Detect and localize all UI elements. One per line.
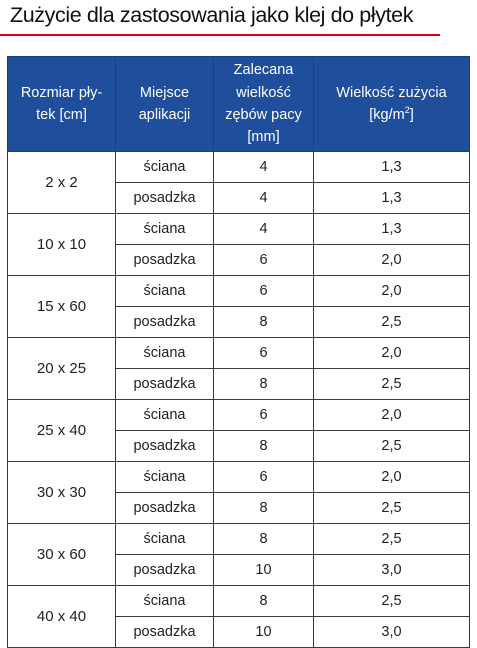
table-row: posadzka 8 2,5: [8, 430, 470, 462]
usage-cell: 2,0: [313, 275, 470, 307]
usage-cell: 1,3: [313, 182, 470, 214]
table-row: 20 x 25 ściana 6 2,0: [7, 337, 470, 400]
header-usage: Wielkość zużycia [kg/m2]: [313, 56, 470, 152]
header-trowel: Zalecana wielkość zębów pacy [mm]: [213, 56, 314, 152]
header-size: Rozmiar pły-tek [cm]: [7, 56, 116, 152]
table-row: posadzka 4 1,3: [8, 182, 470, 214]
table-row: 2 x 2 ściana 4 1,3: [7, 151, 470, 214]
usage-cell: 2,5: [313, 523, 470, 555]
title-underline: [0, 34, 440, 36]
application-place-cell: posadzka: [115, 430, 214, 462]
usage-cell: 2,0: [313, 461, 470, 493]
table-header-row: Rozmiar pły-tek [cm] Miejsce aplikacji Z…: [7, 56, 470, 152]
trowel-size-cell: 8: [213, 306, 314, 338]
usage-cell: 2,0: [313, 244, 470, 276]
table-row: 15 x 60 ściana 6 2,0: [7, 275, 470, 338]
table-row: 25 x 40 ściana 6 2,0: [7, 399, 470, 462]
trowel-size-cell: 6: [213, 244, 314, 276]
table-row: 30 x 30 ściana 6 2,0: [7, 461, 470, 524]
table-body: 2 x 2 ściana 4 1,3 posadzka 4 1,3 10 x 10 ściana…: [7, 151, 470, 648]
application-place-cell: posadzka: [115, 554, 214, 586]
trowel-size-cell: 8: [213, 430, 314, 462]
table-row: posadzka 10 3,0: [8, 616, 470, 648]
application-place-cell: posadzka: [115, 182, 214, 214]
usage-cell: 2,0: [313, 337, 470, 369]
application-place-cell: ściana: [115, 151, 214, 183]
usage-cell: 3,0: [313, 554, 470, 586]
tile-size-cell: 10 x 10: [7, 213, 116, 276]
usage-cell: 3,0: [313, 616, 470, 648]
trowel-size-cell: 10: [213, 616, 314, 648]
application-place-cell: ściana: [115, 337, 214, 369]
trowel-size-cell: 4: [213, 213, 314, 245]
application-place-cell: ściana: [115, 585, 214, 617]
application-place-cell: posadzka: [115, 244, 214, 276]
usage-cell: 2,5: [313, 585, 470, 617]
consumption-table: Rozmiar pły-tek [cm] Miejsce aplikacji Z…: [7, 56, 470, 648]
header-usage-label: Wielkość zużycia: [336, 84, 447, 101]
application-place-cell: posadzka: [115, 306, 214, 338]
trowel-size-cell: 6: [213, 337, 314, 369]
tile-size-cell: 40 x 40: [7, 585, 116, 648]
usage-cell: 1,3: [313, 151, 470, 183]
usage-cell: 2,5: [313, 430, 470, 462]
header-usage-unit: [kg/m2]: [369, 105, 414, 123]
trowel-size-cell: 4: [213, 182, 314, 214]
trowel-size-cell: 4: [213, 151, 314, 183]
tile-size-cell: 15 x 60: [7, 275, 116, 338]
table-row: posadzka 10 3,0: [8, 554, 470, 586]
table-row: 40 x 40 ściana 8 2,5: [7, 585, 470, 648]
application-place-cell: posadzka: [115, 492, 214, 524]
trowel-size-cell: 8: [213, 585, 314, 617]
header-trowel-label: Zalecana wielkość zębów pacy [mm]: [225, 62, 302, 146]
page-title: Zużycie dla zastosowania jako klej do pł…: [10, 3, 414, 27]
application-place-cell: posadzka: [115, 368, 214, 400]
usage-cell: 1,3: [313, 213, 470, 245]
usage-cell: 2,5: [313, 368, 470, 400]
tile-size-cell: 20 x 25: [7, 337, 116, 400]
application-place-cell: ściana: [115, 461, 214, 493]
header-place: Miejsce aplikacji: [115, 56, 214, 152]
trowel-size-cell: 10: [213, 554, 314, 586]
usage-cell: 2,5: [313, 492, 470, 524]
trowel-size-cell: 8: [213, 368, 314, 400]
application-place-cell: ściana: [115, 399, 214, 431]
table-row: 10 x 10 ściana 4 1,3: [7, 213, 470, 276]
tile-size-cell: 2 x 2: [7, 151, 116, 214]
trowel-size-cell: 8: [213, 492, 314, 524]
trowel-size-cell: 6: [213, 461, 314, 493]
header-place-label: Miejsce aplikacji: [138, 84, 191, 123]
trowel-size-cell: 8: [213, 523, 314, 555]
usage-cell: 2,5: [313, 306, 470, 338]
table-row: posadzka 8 2,5: [8, 368, 470, 400]
application-place-cell: posadzka: [115, 616, 214, 648]
tile-size-cell: 25 x 40: [7, 399, 116, 462]
trowel-size-cell: 6: [213, 275, 314, 307]
tile-size-cell: 30 x 30: [7, 461, 116, 524]
application-place-cell: ściana: [115, 213, 214, 245]
application-place-cell: ściana: [115, 523, 214, 555]
usage-cell: 2,0: [313, 399, 470, 431]
trowel-size-cell: 6: [213, 399, 314, 431]
table-row: 30 x 60 ściana 8 2,5: [7, 523, 470, 586]
tile-size-cell: 30 x 60: [7, 523, 116, 586]
application-place-cell: ściana: [115, 275, 214, 307]
header-size-label: Rozmiar pły-tek [cm]: [20, 84, 103, 123]
